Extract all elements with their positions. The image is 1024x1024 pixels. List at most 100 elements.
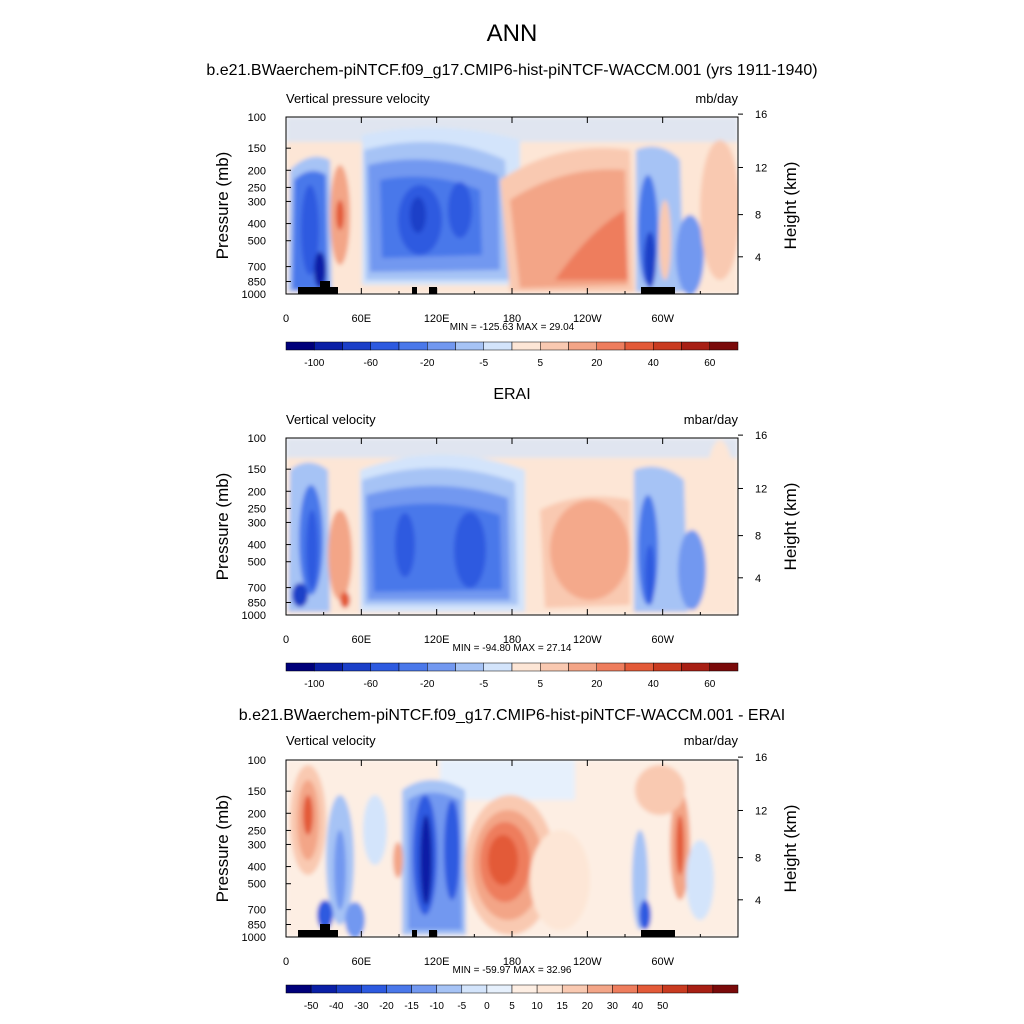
panel3-height-tick-label: 4 <box>755 895 761 907</box>
panel3-ylabel-left: Pressure (mb) <box>213 795 232 903</box>
panel1-pressure-tick-label: 850 <box>248 277 266 289</box>
panel2-height-tick-label: 12 <box>755 483 767 495</box>
panel3-pressure-tick-label: 150 <box>248 786 266 798</box>
panel1-colorbar-swatch <box>596 341 626 351</box>
panel3-pressure-tick-label: 100 <box>248 755 266 767</box>
panel1-colorbar-label: 5 <box>537 358 543 369</box>
panel3-colorbar-label: 20 <box>582 1001 594 1012</box>
panel1-lon-tick-label: 60W <box>651 313 674 325</box>
panel3-lon-tick-label: 180 <box>503 956 521 968</box>
panel2-colorbar-swatch <box>427 662 456 672</box>
panel3-colorbar-label: 30 <box>607 1001 619 1012</box>
panel1-pressure-tick-label: 150 <box>248 143 266 155</box>
panel2-pressure-tick-label: 250 <box>248 503 266 515</box>
panel3-colorbar-swatch <box>536 984 563 994</box>
panel1-pressure-tick-label: 400 <box>248 219 266 231</box>
panel2-ylabel-right: Height (km) <box>781 483 800 571</box>
panel1-colorbar-swatch <box>285 341 315 351</box>
panel1-height-tick-label: 4 <box>755 252 761 264</box>
panel1-title: b.e21.BWaerchem-piNTCF.f09_g17.CMIP6-his… <box>206 62 818 79</box>
panel3-pressure-tick-label: 200 <box>248 808 266 820</box>
panel2-colorbar-label: 60 <box>704 679 716 690</box>
panel1-height-tick-label: 16 <box>755 109 767 121</box>
panel3-height-tick-label: 12 <box>755 805 767 817</box>
panel3-pressure-tick-label: 300 <box>248 839 266 851</box>
panel3-colorbar-swatch <box>361 984 387 994</box>
panel3-lon-tick-label: 60W <box>651 956 674 968</box>
panel3-colorbar-swatch <box>712 984 739 994</box>
panel2-colorbar-swatch <box>709 662 739 672</box>
panel2-lon-tick-label: 120W <box>573 634 602 646</box>
panel1-colorbar-label: 20 <box>591 358 603 369</box>
panel2-pressure-tick-label: 200 <box>248 486 266 498</box>
panel2-pressure-tick-label: 850 <box>248 598 266 610</box>
panel2-colorbar-swatch <box>314 662 343 672</box>
panel1-minmax: MIN = -125.63 MAX = 29.04 <box>449 322 575 333</box>
panel2-lon-tick-label: 120E <box>424 634 450 646</box>
panel2-pressure-tick-label: 300 <box>248 517 266 529</box>
panel1-pressure-tick-label: 250 <box>248 182 266 194</box>
panel2-colorbar-label: -20 <box>420 679 435 690</box>
panel1-colorbar-swatch <box>624 341 654 351</box>
panel2-pressure-tick-label: 400 <box>248 540 266 552</box>
panel3-colorbar-swatch <box>285 984 312 994</box>
panel1-colorbar-swatch <box>511 341 541 351</box>
panel1-colorbar-label: -100 <box>304 358 324 369</box>
panel1-colorbar-label: -5 <box>479 358 488 369</box>
panel1-colorbar-swatch <box>568 341 597 351</box>
panel3-lon-tick-label: 60E <box>352 956 372 968</box>
panel3-colorbar-swatch <box>411 984 437 994</box>
panel3-colorbar: -50 -40 -30 -20 -15 -10 -5 0 5 10 15 20 30 40 50 <box>285 984 739 1012</box>
panel1-lon-tick-label: 60E <box>352 313 372 325</box>
panel2-colorbar-label: -60 <box>364 679 379 690</box>
panel2-title: ERAI <box>493 386 531 403</box>
panel3-colorbar-label: -10 <box>429 1001 444 1012</box>
panel3-height-tick-label: 8 <box>755 853 761 865</box>
panel2-pressure-tick-label: 700 <box>248 583 266 595</box>
panel1-pressure-tick-label: 100 <box>248 112 266 124</box>
panel3-pressure-tick-label: 850 <box>248 920 266 932</box>
panel1-var-label: Vertical pressure velocity <box>286 91 430 106</box>
panel2-colorbar-swatch <box>342 662 371 672</box>
panel2-colorbar-swatch <box>511 662 541 672</box>
panel2-colorbar-swatch <box>398 662 428 672</box>
panel1-pressure-tick-label: 1000 <box>242 289 266 301</box>
panel3-colorbar-label: 5 <box>509 1001 515 1012</box>
panel1-colorbar-label: -20 <box>420 358 435 369</box>
panel3-colorbar-swatch <box>310 984 337 994</box>
panel1-pressure-tick-label: 300 <box>248 196 266 208</box>
panel3-colorbar-label: -50 <box>304 1001 319 1012</box>
panel3-height-tick-label: 16 <box>755 752 767 764</box>
panel3-pressure-tick-label: 400 <box>248 862 266 874</box>
panel1-lon-tick-label: 180 <box>503 313 521 325</box>
panel3-colorbar-swatch <box>687 984 714 994</box>
panel2-pressure-tick-label: 100 <box>248 433 266 445</box>
panel2-lon-tick-label: 60E <box>352 634 372 646</box>
panel3-colorbar-swatch <box>486 984 513 994</box>
panel3-colorbar-label: 15 <box>557 1001 569 1012</box>
panel2-colorbar-swatch <box>681 662 710 672</box>
panel1-colorbar-swatch <box>653 341 682 351</box>
panel1-ylabel-left: Pressure (mb) <box>213 152 232 260</box>
panel3-minmax: MIN = -59.97 MAX = 32.96 <box>452 965 572 976</box>
panel1-topography <box>298 281 675 294</box>
panel1-colorbar-swatch <box>681 341 710 351</box>
panel1-units: mb/day <box>695 91 738 106</box>
panel2-colorbar: -100 -60 -20 -5 5 20 40 60 <box>285 662 739 690</box>
panel3-colorbar-label: 10 <box>532 1001 544 1012</box>
panel3-colorbar-swatch <box>561 984 588 994</box>
panel1-colorbar-label: -60 <box>364 358 379 369</box>
panel2-colorbar-swatch <box>540 662 569 672</box>
panel2-colorbar-swatch <box>483 662 513 672</box>
panel1-colorbar-swatch <box>455 341 484 351</box>
panel2-colorbar-label: -100 <box>304 679 324 690</box>
panel3-colorbar-label: -40 <box>329 1001 344 1012</box>
panel3-var-label: Vertical velocity <box>286 733 376 748</box>
panel2-units: mbar/day <box>683 412 738 427</box>
panel1-colorbar-swatch <box>398 341 428 351</box>
panel1-height-tick-label: 8 <box>755 210 761 222</box>
panel1-colorbar-swatch <box>314 341 343 351</box>
